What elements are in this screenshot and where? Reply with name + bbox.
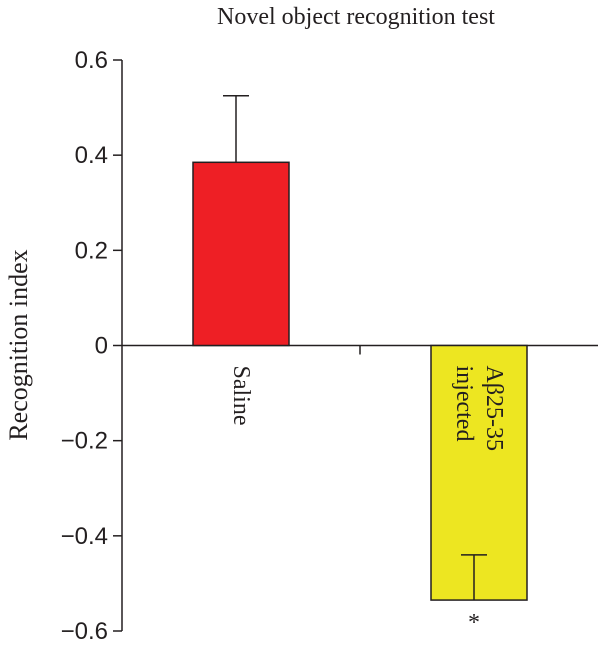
y-tick-label: −0.2 (61, 428, 108, 455)
y-tick-label: 0.6 (75, 47, 108, 74)
y-tick-label: 0.4 (75, 142, 108, 169)
bar (192, 161, 290, 347)
y-tick-label: −0.6 (61, 618, 108, 645)
y-tick-label: 0 (95, 333, 108, 360)
bars: * (192, 94, 528, 636)
y-tick-label: −0.4 (61, 523, 108, 550)
y-axis-title: Recognition index (4, 249, 33, 440)
bar (430, 344, 528, 601)
axes: 0.6 0.4 0.2 0 −0.2 −0.4 −0.6 (61, 47, 598, 645)
category-label: injected (451, 366, 477, 442)
chart-title: Novel object recognition test (217, 4, 495, 30)
y-tick-label: 0.2 (75, 237, 108, 264)
category-label: Aβ25-35 (481, 366, 507, 452)
significance-marker: * (468, 610, 480, 636)
category-label: Saline (228, 366, 254, 426)
